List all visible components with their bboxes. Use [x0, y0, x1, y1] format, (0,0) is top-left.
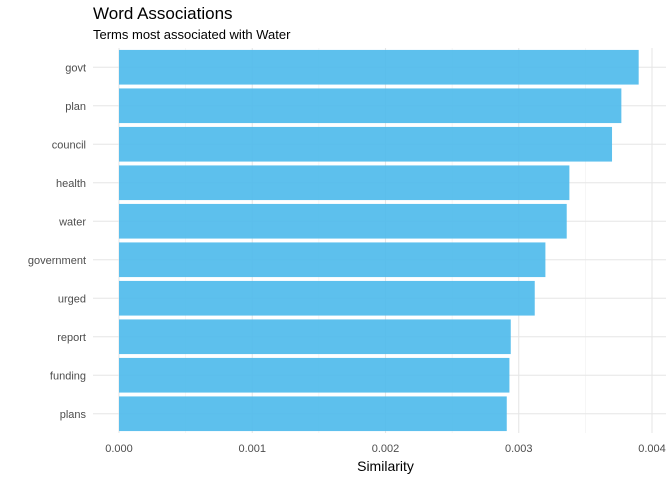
y-tick-label: report: [57, 332, 86, 344]
x-tick-label: 0.000: [105, 443, 133, 455]
x-axis-title: Similarity: [357, 458, 414, 474]
x-axis-labels: 0.000 0.001 0.002 0.003 0.004: [105, 443, 666, 455]
y-tick-label: water: [58, 216, 86, 228]
x-tick-label: 0.004: [638, 443, 666, 455]
bar: [119, 126, 613, 162]
chart-title: Word Associations: [93, 4, 233, 23]
bar: [119, 319, 511, 355]
bar: [119, 49, 639, 85]
y-tick-label: government: [28, 255, 86, 267]
y-tick-label: urged: [58, 293, 86, 305]
y-axis-labels: govt plan council health water government urge…: [28, 62, 87, 421]
bar: [119, 396, 507, 432]
bar: [119, 203, 567, 239]
bar: [119, 357, 510, 393]
x-tick-label: 0.002: [372, 443, 400, 455]
y-tick-label: health: [56, 178, 86, 190]
y-tick-label: funding: [50, 370, 86, 382]
y-tick-label: council: [52, 139, 86, 151]
y-tick-label: govt: [65, 62, 86, 74]
y-tick-label: plans: [60, 409, 87, 421]
y-tick-label: plan: [65, 101, 86, 113]
chart-subtitle: Terms most associated with Water: [93, 27, 291, 42]
x-tick-label: 0.001: [238, 443, 266, 455]
bar: [119, 242, 546, 278]
bar: [119, 88, 622, 124]
bars: [119, 49, 639, 432]
x-tick-label: 0.003: [505, 443, 533, 455]
bar: [119, 165, 570, 201]
bar: [119, 280, 535, 316]
